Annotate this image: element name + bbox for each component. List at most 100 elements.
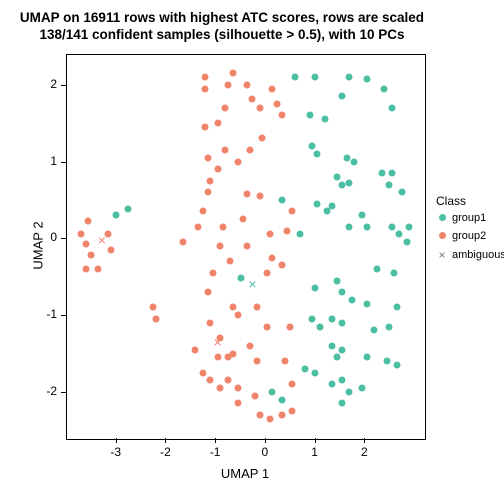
scatter-point (229, 70, 236, 77)
scatter-point (386, 323, 393, 330)
scatter-point (217, 243, 224, 250)
scatter-point (391, 269, 398, 276)
scatter-point (333, 277, 340, 284)
scatter-point (279, 196, 286, 203)
x-tick-label: -2 (150, 445, 180, 459)
scatter-point (199, 208, 206, 215)
scatter-point (266, 231, 273, 238)
scatter-point (246, 147, 253, 154)
scatter-point (224, 377, 231, 384)
scatter-point (321, 116, 328, 123)
scatter-point (214, 354, 221, 361)
scatter-point (214, 166, 221, 173)
scatter-point (286, 323, 293, 330)
scatter-point (358, 385, 365, 392)
scatter-point (202, 123, 209, 130)
scatter-point (269, 388, 276, 395)
scatter-point (284, 227, 291, 234)
y-tick-label: 1 (31, 154, 57, 168)
scatter-point (396, 231, 403, 238)
scatter-point (77, 231, 84, 238)
scatter-point (209, 269, 216, 276)
scatter-point (125, 206, 132, 213)
x-tick-mark (364, 438, 365, 443)
scatter-point (301, 365, 308, 372)
scatter-point-ambiguous: × (214, 335, 222, 349)
legend-label: ambiguous (452, 249, 504, 261)
scatter-point (279, 396, 286, 403)
scatter-point (386, 181, 393, 188)
scatter-point (82, 266, 89, 273)
scatter-point (234, 158, 241, 165)
scatter-point (254, 304, 261, 311)
scatter-point (393, 362, 400, 369)
scatter-point (249, 95, 256, 102)
scatter-point (202, 74, 209, 81)
scatter-point (338, 346, 345, 353)
scatter-point (316, 323, 323, 330)
scatter-point (254, 358, 261, 365)
scatter-point (207, 177, 214, 184)
scatter-point (238, 275, 245, 282)
scatter-point (358, 212, 365, 219)
x-tick-label: 1 (300, 445, 330, 459)
scatter-point (217, 385, 224, 392)
title-line-1: UMAP on 16911 rows with highest ATC scor… (20, 10, 424, 25)
scatter-point (311, 369, 318, 376)
scatter-point (289, 208, 296, 215)
scatter-point (338, 319, 345, 326)
scatter-point (234, 312, 241, 319)
scatter-point (309, 315, 316, 322)
scatter-point (251, 392, 258, 399)
scatter-point (207, 377, 214, 384)
y-tick-mark (61, 392, 66, 393)
y-tick-mark (61, 85, 66, 86)
scatter-point (311, 74, 318, 81)
legend-item: group1 (436, 212, 486, 224)
scatter-point (329, 203, 336, 210)
scatter-point (289, 381, 296, 388)
scatter-point (333, 354, 340, 361)
y-tick-mark (61, 238, 66, 239)
scatter-point (227, 258, 234, 265)
y-axis-label: UMAP 2 (31, 216, 46, 276)
scatter-point (338, 400, 345, 407)
scatter-point (82, 241, 89, 248)
scatter-point (244, 243, 251, 250)
x-tick-label: 2 (349, 445, 379, 459)
legend-label: group2 (452, 230, 486, 242)
scatter-point (95, 266, 102, 273)
cross-icon: × (436, 248, 448, 262)
scatter-point (222, 147, 229, 154)
y-tick-label: 0 (31, 230, 57, 244)
x-tick-label: -1 (200, 445, 230, 459)
scatter-point (179, 239, 186, 246)
scatter-point (289, 408, 296, 415)
legend-item: × ambiguous (436, 248, 504, 262)
scatter-point (279, 262, 286, 269)
scatter-point (269, 254, 276, 261)
scatter-point (388, 104, 395, 111)
scatter-point (338, 289, 345, 296)
scatter-point (274, 100, 281, 107)
scatter-point (363, 75, 370, 82)
scatter-point (363, 354, 370, 361)
scatter-point (256, 411, 263, 418)
scatter-point (383, 358, 390, 365)
scatter-point (388, 223, 395, 230)
legend-label: group1 (452, 212, 486, 224)
x-tick-mark (165, 438, 166, 443)
scatter-point (329, 342, 336, 349)
scatter-point (363, 300, 370, 307)
y-tick-mark (61, 315, 66, 316)
scatter-point (346, 388, 353, 395)
scatter-point (204, 154, 211, 161)
scatter-point (403, 239, 410, 246)
scatter-point (388, 170, 395, 177)
scatter-point (204, 289, 211, 296)
scatter-point (202, 85, 209, 92)
scatter-point (107, 246, 114, 253)
y-tick-mark (61, 162, 66, 163)
scatter-point (192, 346, 199, 353)
y-tick-label: 2 (31, 77, 57, 91)
